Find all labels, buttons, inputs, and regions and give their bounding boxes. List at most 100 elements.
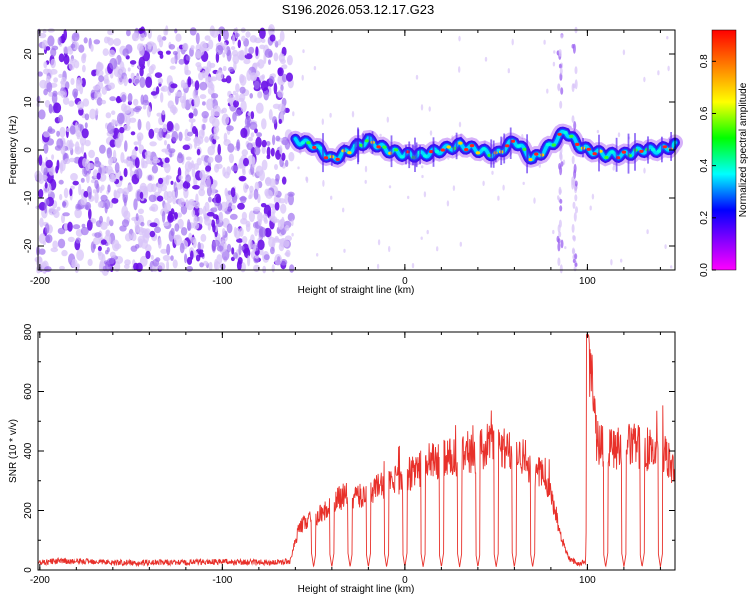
signal-track-hotspot bbox=[393, 148, 399, 152]
spectrogram-noise-blob bbox=[364, 179, 367, 184]
spectrogram-noise-blob bbox=[162, 222, 170, 227]
spectrogram-noise-blob bbox=[263, 254, 270, 261]
spectrogram-noise-blob bbox=[197, 64, 202, 72]
spectrogram-noise-blob bbox=[342, 207, 345, 213]
spectrogram-streak-blob bbox=[558, 51, 562, 57]
spectrogram-noise-blob bbox=[154, 72, 163, 78]
signal-track-hotspot bbox=[306, 141, 311, 145]
spectrogram-noise-blob bbox=[175, 33, 182, 42]
spectrogram-noise-blob bbox=[245, 31, 251, 38]
spectrogram-noise-blob bbox=[187, 78, 192, 88]
spectrogram-noise-blob bbox=[343, 248, 346, 253]
spectrogram-noise-blob bbox=[185, 174, 192, 183]
spectrogram-noise-blob bbox=[261, 118, 267, 130]
signal-track-hotspot bbox=[458, 141, 463, 145]
spectrogram-noise-blob bbox=[215, 69, 224, 81]
spectrogram-noise-blob bbox=[206, 186, 212, 197]
spectrogram-noise-blob bbox=[183, 91, 187, 104]
spectrogram-noise-blob bbox=[247, 255, 251, 267]
spectrogram-noise-blob bbox=[269, 34, 276, 42]
spectrogram-noise-blob bbox=[158, 177, 164, 185]
spectrogram-noise-blob bbox=[274, 253, 282, 266]
spectrogram-noise-blob bbox=[226, 125, 234, 132]
spectrogram-noise-blob bbox=[151, 206, 156, 211]
spectrogram-noise-blob bbox=[116, 69, 122, 79]
spectrogram-noise-blob bbox=[285, 159, 289, 167]
spectrogram-noise-blob bbox=[231, 165, 239, 172]
spectrogram-noise-blob bbox=[426, 229, 429, 235]
spectrogram-noise-blob bbox=[420, 236, 423, 240]
spectrogram-noise-blob bbox=[144, 150, 152, 158]
spectrogram-noise-blob bbox=[286, 72, 293, 82]
spectrogram-noise-blob bbox=[123, 210, 131, 220]
spectrogram-noise-blob bbox=[230, 46, 236, 51]
spectrogram-noise-blob bbox=[245, 223, 251, 232]
spectrogram-noise-blob bbox=[266, 141, 271, 146]
signal-track-hotspot bbox=[528, 158, 533, 162]
spectrogram-noise-blob bbox=[215, 44, 224, 56]
spectrogram-noise-blob bbox=[98, 75, 105, 82]
spectrogram-noise-blob bbox=[243, 58, 251, 65]
signal-track-hotspot bbox=[464, 148, 469, 152]
spectrogram-noise-blob bbox=[207, 81, 214, 89]
spectrogram-noise-blob bbox=[386, 116, 389, 123]
spectrogram-noise-blob bbox=[170, 83, 178, 89]
spectrogram-noise-blob bbox=[76, 249, 84, 261]
colorbar-ticks: 0.0 0.2 0.4 0.6 0.8 bbox=[699, 54, 716, 277]
spectrogram-noise-blob bbox=[213, 135, 220, 140]
spectrogram-noise-blob bbox=[266, 146, 271, 157]
spectrogram-noise-blob bbox=[522, 181, 525, 185]
spectrogram-noise-blob bbox=[216, 245, 224, 252]
spectrogram-noise-blob bbox=[80, 196, 88, 206]
spectrogram-ytick-label: -10 bbox=[23, 190, 34, 205]
spectrogram-noise-blob bbox=[152, 158, 161, 164]
spectrogram-noise-blob bbox=[264, 218, 268, 224]
signal-track-hotspot bbox=[347, 151, 352, 155]
spectrogram-streak-blob bbox=[574, 180, 578, 187]
spectrogram-noise-blob bbox=[227, 143, 235, 153]
spectrogram-noise-blob bbox=[104, 202, 108, 214]
spectrogram-noise-blob bbox=[82, 64, 86, 73]
spectrogram-noise-blob bbox=[109, 58, 118, 70]
spectrogram-noise-blob bbox=[107, 184, 111, 193]
spectrogram-noise-blob bbox=[254, 228, 258, 237]
spectrogram-noise-blob bbox=[99, 144, 106, 154]
spectrogram-noise-blob bbox=[133, 262, 139, 271]
spectrogram-noise-blob bbox=[552, 61, 556, 67]
spectrogram-noise-blob bbox=[148, 194, 157, 203]
spectrogram-noise-blob bbox=[105, 165, 113, 174]
spectrogram-noise-blob bbox=[109, 251, 116, 258]
spectrogram-noise-blob bbox=[51, 93, 58, 104]
spectrogram-noise-blob bbox=[195, 32, 200, 45]
signal-track-hotspot bbox=[604, 155, 609, 160]
spectrogram-noise-blob bbox=[123, 124, 131, 131]
spectrogram-noise-blob bbox=[257, 239, 265, 251]
spectrogram-noise-blob bbox=[321, 118, 324, 125]
spectrogram-noise-blob bbox=[202, 101, 206, 106]
spectrogram-noise-blob bbox=[191, 166, 196, 178]
spectrogram-noise-blob bbox=[201, 129, 205, 136]
spectrogram-noise-blob bbox=[259, 27, 266, 39]
spectrogram-noise-blob bbox=[106, 216, 110, 227]
spectrogram-noise-blob bbox=[142, 104, 147, 110]
spectrogram-noise-blob bbox=[150, 91, 158, 96]
spectrogram-noise-blob bbox=[207, 145, 215, 156]
spectrogram-noise-blob bbox=[178, 58, 185, 65]
spectrogram-noise-blob bbox=[143, 94, 149, 103]
spectrogram-noise-blob bbox=[316, 253, 319, 257]
spectrogram-noise-blob bbox=[239, 176, 246, 181]
spectrogram-noise-blob bbox=[45, 75, 51, 83]
spectrogram-noise-blob bbox=[88, 208, 92, 220]
spectrogram-noise-blob bbox=[172, 50, 178, 56]
spectrogram-noise-blob bbox=[233, 252, 238, 259]
spectrogram-noise-blob bbox=[273, 82, 278, 95]
spectrogram-noise-blob bbox=[158, 127, 164, 138]
spectrogram-noise-blob bbox=[191, 160, 194, 169]
spectrogram-noise-blob bbox=[119, 175, 123, 181]
spectrogram-noise-blob bbox=[388, 185, 392, 189]
spectrogram-noise-blob bbox=[160, 183, 167, 192]
spectrogram-noise-blob bbox=[174, 187, 178, 199]
signal-track-hotspot bbox=[557, 132, 562, 136]
spectrogram-noise-blob bbox=[235, 92, 239, 102]
spectrogram-noise-blob bbox=[105, 250, 109, 255]
